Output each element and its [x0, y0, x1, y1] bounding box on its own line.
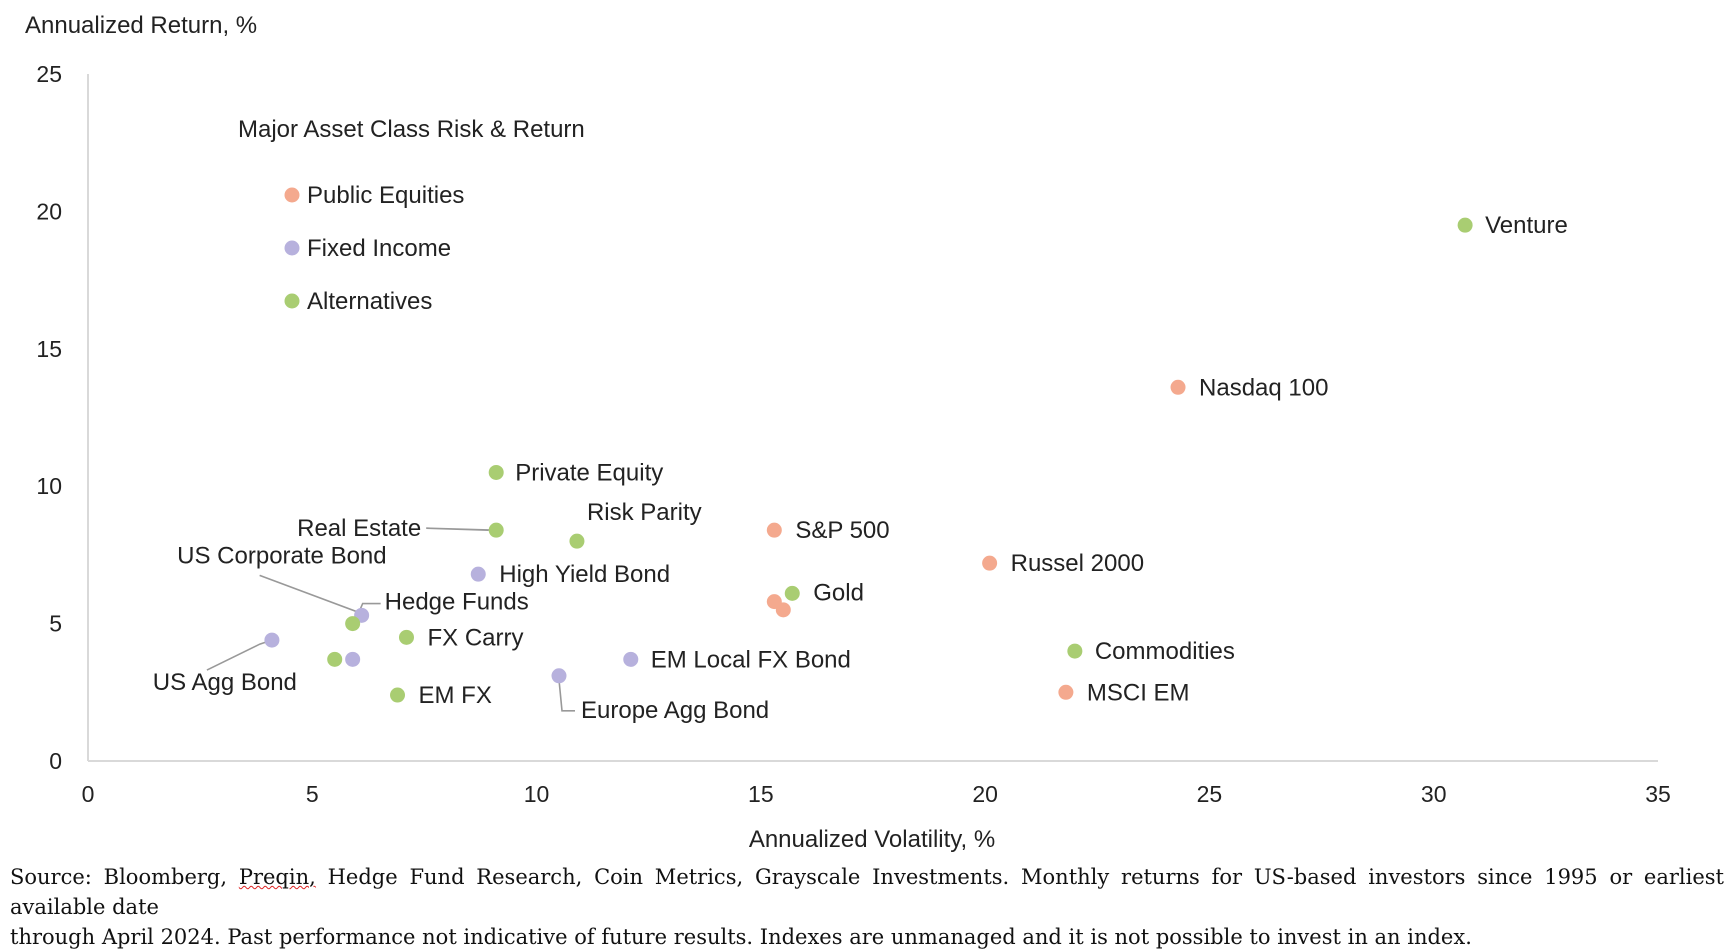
data-label: High Yield Bond	[499, 561, 670, 588]
scatter-point	[982, 555, 998, 571]
y-tick-label: 20	[36, 198, 62, 224]
y-tick-label: 0	[49, 748, 62, 774]
data-label: Private Equity	[515, 459, 663, 486]
scatter-point	[623, 651, 639, 667]
scatter-point	[264, 632, 280, 648]
chart-title: Major Asset Class Risk & Return	[238, 116, 585, 143]
source-line-1-rest: Hedge Fund Research, Coin Metrics, Grays…	[10, 865, 1724, 919]
scatter-chart: Annualized Return, % Annualized Volatili…	[25, 12, 1671, 853]
x-tick-label: 25	[1197, 781, 1223, 807]
legend-marker	[284, 293, 300, 309]
x-tick-label: 0	[82, 781, 95, 807]
data-label: Nasdaq 100	[1199, 374, 1328, 401]
data-label: Russel 2000	[1011, 550, 1144, 577]
source-prefix: Source: Bloomberg,	[10, 865, 239, 889]
legend-label: Public Equities	[307, 182, 464, 209]
scatter-point	[1067, 643, 1083, 659]
scatter-point	[569, 533, 585, 549]
label-leader-line	[426, 527, 497, 531]
x-tick-label: 5	[306, 781, 319, 807]
data-label: Europe Agg Bond	[581, 697, 769, 724]
source-line-2: through April 2024. Past performance not…	[10, 925, 1472, 949]
scatter-point	[1058, 684, 1074, 700]
data-label: EM Local FX Bond	[651, 646, 851, 673]
data-label: Commodities	[1095, 638, 1235, 665]
y-tick-label: 10	[36, 473, 62, 499]
scatter-point	[766, 522, 782, 538]
x-tick-label: 30	[1421, 781, 1447, 807]
scatter-point	[390, 687, 406, 703]
scatter-point	[470, 566, 486, 582]
scatter-point	[784, 585, 800, 601]
data-label: Risk Parity	[587, 499, 702, 526]
scatter-point	[775, 602, 791, 618]
x-tick-label: 15	[748, 781, 774, 807]
source-preqin: Preqin,	[238, 865, 316, 889]
data-label: EM FX	[419, 682, 492, 709]
data-label: Venture	[1485, 212, 1568, 239]
x-tick-label: 20	[972, 781, 998, 807]
x-tick-label: 10	[524, 781, 550, 807]
scatter-point	[488, 522, 504, 538]
data-label: Gold	[813, 579, 864, 606]
source-line-1: Source: Bloomberg, Preqin, Hedge Fund Re…	[10, 862, 1724, 922]
label-leader-line	[206, 639, 273, 671]
data-label: FX Carry	[427, 624, 523, 651]
scatter-point	[345, 651, 361, 667]
data-label: US Agg Bond	[153, 669, 297, 696]
source-note: Source: Bloomberg, Preqin, Hedge Fund Re…	[10, 862, 1724, 952]
scatter-point	[551, 668, 567, 684]
data-label: MSCI EM	[1087, 679, 1190, 706]
data-label: Hedge Funds	[385, 589, 529, 616]
x-tick-label: 35	[1645, 781, 1671, 807]
scatter-point	[398, 629, 414, 645]
scatter-point	[327, 651, 343, 667]
scatter-point	[488, 464, 504, 480]
legend-marker	[284, 240, 300, 256]
legend-label: Fixed Income	[307, 235, 451, 262]
data-label: US Corporate Bond	[177, 542, 386, 569]
scatter-point	[1170, 379, 1186, 395]
legend-label: Alternatives	[307, 288, 432, 315]
y-tick-label: 25	[36, 61, 62, 87]
y-axis-title: Annualized Return, %	[25, 12, 257, 39]
label-leader-line	[259, 574, 363, 616]
x-axis-title: Annualized Volatility, %	[749, 826, 995, 853]
data-label: S&P 500	[795, 517, 889, 544]
y-tick-label: 5	[49, 611, 62, 637]
y-tick-label: 15	[36, 336, 62, 362]
legend-marker	[284, 187, 300, 203]
data-label: Real Estate	[297, 515, 421, 542]
scatter-point	[345, 616, 361, 632]
scatter-point	[1457, 217, 1473, 233]
